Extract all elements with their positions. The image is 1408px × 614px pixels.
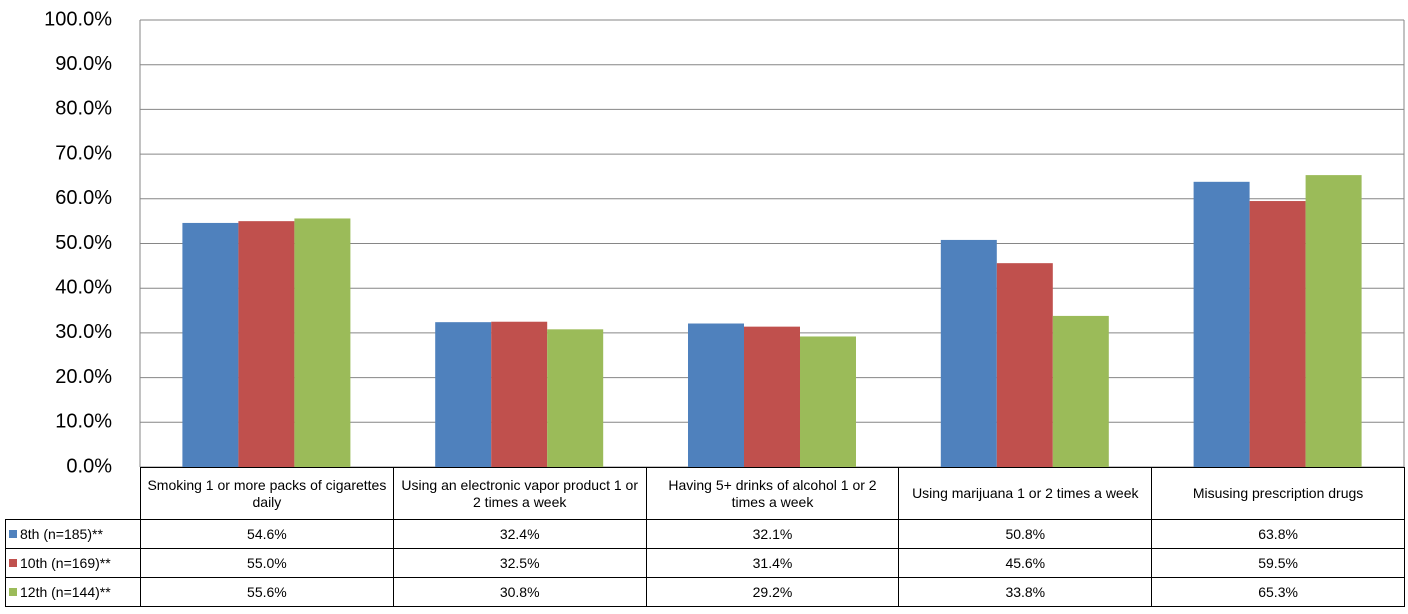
bar [1249,201,1306,467]
y-tick-label: 100.0% [44,8,112,30]
legend-swatch [9,559,17,567]
legend-item: 8th (n=185)** [5,519,141,549]
legend-swatch [9,530,17,538]
table-value: 54.6% [140,519,394,549]
category-label: Using an electronic vapor product 1 or 2… [392,467,647,520]
table-value: 33.8% [898,577,1153,607]
y-tick-label: 80.0% [55,98,112,120]
table-value: 32.4% [392,519,647,549]
bar [996,263,1053,467]
bar [1305,175,1362,467]
y-tick-label: 70.0% [55,142,112,164]
bar [1052,315,1109,467]
table-value: 55.6% [140,577,394,607]
y-tick-label: 10.0% [55,411,112,433]
y-tick-label: 50.0% [55,232,112,254]
category-label: Smoking 1 or more packs of cigarettes da… [140,467,394,520]
table-value: 31.4% [645,548,900,578]
legend-swatch [9,588,17,596]
table-value: 63.8% [1151,519,1405,549]
legend-item: 10th (n=169)** [5,548,141,578]
y-tick-label: 30.0% [55,321,112,343]
table-value: 59.5% [1151,548,1405,578]
bar [547,329,604,467]
table-value: 30.8% [392,577,647,607]
table-value: 29.2% [645,577,900,607]
table-value: 45.6% [898,548,1153,578]
legend-label: 12th (n=144)** [20,583,111,600]
y-tick-label: 20.0% [55,366,112,388]
category-label: Misusing prescription drugs [1151,467,1405,520]
bar [491,321,548,467]
bar [294,218,351,467]
y-tick-label: 40.0% [55,276,112,298]
table-value: 32.1% [645,519,900,549]
y-tick-label: 90.0% [55,53,112,75]
y-tick-label: 60.0% [55,187,112,209]
bar [1193,181,1250,467]
bar [182,222,239,467]
legend-label: 10th (n=169)** [20,554,111,571]
category-label: Using marijuana 1 or 2 times a week [898,467,1153,520]
category-label: Having 5+ drinks of alcohol 1 or 2 times… [645,467,900,520]
bar [744,326,800,467]
legend-item: 12th (n=144)** [5,577,141,607]
bar [238,221,295,467]
table-value: 65.3% [1151,577,1405,607]
y-tick-label: 0.0% [66,455,112,477]
legend-label: 8th (n=185)** [20,525,103,542]
bar [940,239,997,467]
bar [688,323,744,467]
table-value: 50.8% [898,519,1153,549]
bar [800,336,856,467]
bar [435,322,492,467]
table-value: 55.0% [140,548,394,578]
table-value: 32.5% [392,548,647,578]
